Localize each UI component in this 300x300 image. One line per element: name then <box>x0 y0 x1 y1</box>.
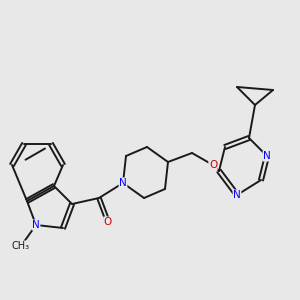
Text: N: N <box>119 178 127 188</box>
Text: CH₃: CH₃ <box>12 241 30 251</box>
Text: N: N <box>233 190 241 200</box>
Text: N: N <box>32 220 40 230</box>
Text: O: O <box>104 217 112 227</box>
Text: O: O <box>209 160 217 170</box>
Text: N: N <box>263 151 271 161</box>
